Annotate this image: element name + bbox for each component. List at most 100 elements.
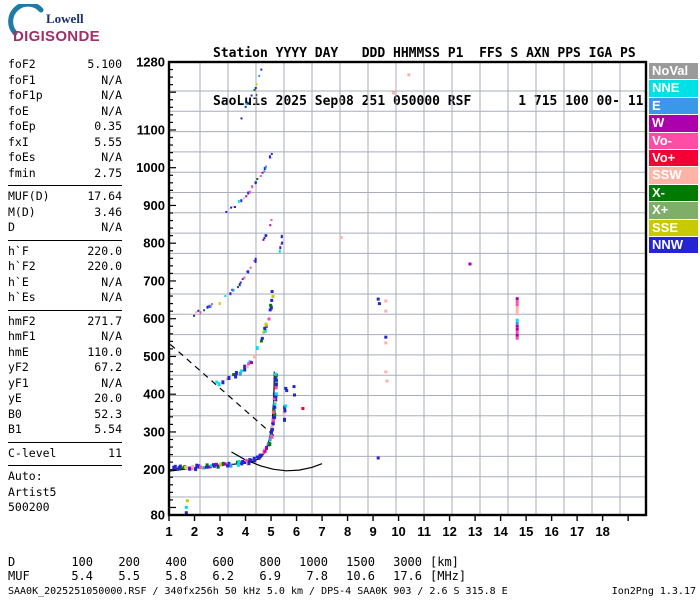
param-label: foE — [8, 103, 29, 118]
param-label: h`Es — [8, 290, 36, 304]
param-label: yE — [8, 391, 22, 405]
svg-text:6: 6 — [293, 524, 300, 539]
overlay-curves — [169, 343, 323, 472]
legend-item-nnw: NNW — [649, 236, 698, 254]
param-row-clevel: C-level 11 — [8, 446, 122, 462]
footer-bar: SAA0K_2025251050000.RSF / 340fx256h 50 k… — [8, 586, 696, 597]
param-row-ye: yE 20.0 — [8, 391, 122, 407]
svg-text:600: 600 — [143, 311, 165, 326]
param-row-hmf1: hmF1 N/A — [8, 329, 122, 345]
svg-text:500: 500 — [143, 349, 165, 364]
param-row-fof2: foF2 5.100 — [8, 57, 122, 73]
distance-value: 3000 — [393, 555, 422, 569]
param-row-artist5: Artist5 — [8, 485, 122, 501]
muf-table: D 100 200 400 600 800 1000 1500 3000 [km] MUF 5.4 5.… — [8, 556, 478, 583]
muf-value: 5.5 — [118, 568, 140, 583]
param-row-foes: foEs N/A — [8, 150, 122, 166]
legend-item-noval: NoVal — [649, 63, 698, 80]
param-label: fxI — [8, 134, 29, 149]
plot-frame — [167, 60, 648, 517]
legend-item-ssw: SSW — [649, 167, 698, 184]
param-label: foF2 — [8, 57, 36, 71]
doppler-legend: NoVal NNE E W Vo- Vo+ SSW X- X+ SSE NNW — [649, 63, 698, 254]
svg-text:300: 300 — [143, 424, 165, 439]
svg-text:18: 18 — [595, 524, 609, 539]
param-value: N/A — [101, 375, 122, 390]
svg-text:80: 80 — [151, 508, 165, 523]
param-value: 20.0 — [94, 391, 122, 405]
param-value: N/A — [101, 150, 122, 164]
param-row-mufd: MUF(D) 17.64 — [8, 189, 122, 205]
axis-labels: 1 2 3 4 5 6 7 8 9 10 11 12 13 14 15 16 17 181280110010009… — [136, 55, 610, 539]
param-label: C-level — [8, 445, 57, 460]
param-label: Auto: — [8, 469, 43, 483]
param-row-fmin: fmin 2.75 — [8, 166, 122, 182]
svg-text:7: 7 — [318, 524, 325, 539]
param-row-md: M(D) 3.46 — [8, 205, 122, 221]
param-separator — [8, 309, 122, 311]
param-value: N/A — [101, 220, 122, 234]
param-value: 5.54 — [94, 422, 122, 436]
digisonde-logo-arc-icon — [8, 4, 44, 36]
param-row-500200: 500200 — [8, 500, 122, 516]
param-row-b0: B0 52.3 — [8, 407, 122, 423]
muf-value: 5.4 — [71, 568, 93, 583]
param-row-foep: foEp 0.35 — [8, 119, 122, 135]
param-label: h`F — [8, 243, 29, 258]
param-label: D — [8, 220, 15, 234]
svg-text:1000: 1000 — [136, 160, 165, 175]
param-value: 3.46 — [94, 204, 122, 219]
legend-item-vo: Vo+ — [649, 149, 698, 167]
digisonde-logo: Lowell DIGISONDE — [6, 4, 136, 50]
logo-lowell-text: Lowell — [46, 11, 84, 26]
param-label: yF1 — [8, 375, 29, 390]
param-value: 17.64 — [87, 189, 122, 203]
param-value: 271.7 — [87, 313, 122, 328]
param-row-d: D N/A — [8, 220, 122, 236]
svg-text:1: 1 — [165, 524, 172, 539]
distance-value: 600 — [212, 555, 234, 569]
param-row-fxi: fxI 5.55 — [8, 135, 122, 151]
param-value: N/A — [101, 72, 122, 87]
param-row-hmf2: hmF2 271.7 — [8, 314, 122, 330]
svg-text:200: 200 — [143, 462, 165, 477]
param-value: 0.35 — [94, 119, 122, 133]
distance-value: 1500 — [346, 555, 375, 569]
axis-ticks — [168, 61, 629, 521]
param-row-hme: hmE 110.0 — [8, 345, 122, 361]
legend-item-nne: NNE — [649, 80, 698, 97]
param-value: N/A — [101, 290, 122, 304]
param-value: N/A — [101, 329, 122, 343]
plot-grid — [169, 62, 646, 515]
svg-text:900: 900 — [143, 198, 165, 213]
svg-text:8: 8 — [344, 524, 351, 539]
legend-item-x: X+ — [649, 202, 698, 219]
muf-unit: [MHz] — [430, 568, 467, 583]
ionogram-plot: 1 2 3 4 5 6 7 8 9 10 11 12 13 14 15 16 17 181280110010009… — [136, 55, 648, 539]
svg-text:16: 16 — [544, 524, 558, 539]
param-label: Artist5 — [8, 484, 57, 499]
svg-text:800: 800 — [143, 236, 165, 251]
muf-value: 6.2 — [212, 568, 234, 583]
param-value: N/A — [101, 274, 122, 289]
param-row-hes: h`Es N/A — [8, 290, 122, 306]
distance-value: 100 — [71, 555, 93, 569]
param-label: hmF1 — [8, 329, 36, 343]
svg-text:12: 12 — [442, 524, 456, 539]
param-row-yf1: yF1 N/A — [8, 376, 122, 392]
footer-program-version: Ion2Png 1.3.17 — [611, 586, 696, 597]
station-header-columns: Station YYYY DAY DDD HHMMSS P1 FFS S AXN… — [213, 46, 636, 61]
svg-text:2: 2 — [191, 524, 198, 539]
svg-text:11: 11 — [417, 524, 431, 539]
legend-item-w: W — [649, 115, 698, 132]
param-row-b1: B1 5.54 — [8, 422, 122, 438]
param-row-fof1p: foF1p N/A — [8, 88, 122, 104]
muf-value: 10.6 — [346, 568, 375, 583]
svg-text:5: 5 — [267, 524, 274, 539]
param-value: 67.2 — [94, 360, 122, 374]
svg-text:9: 9 — [369, 524, 376, 539]
param-value: N/A — [101, 103, 122, 118]
param-label: yF2 — [8, 360, 29, 374]
param-label: h`E — [8, 274, 29, 289]
